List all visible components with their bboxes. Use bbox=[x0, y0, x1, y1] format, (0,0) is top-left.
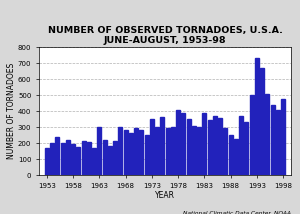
Bar bbox=[202, 113, 206, 175]
Bar bbox=[224, 128, 227, 175]
Bar bbox=[244, 122, 248, 175]
Bar bbox=[250, 95, 254, 175]
Bar bbox=[182, 113, 185, 175]
Bar bbox=[87, 142, 91, 175]
Bar bbox=[208, 120, 212, 175]
Bar bbox=[271, 105, 274, 175]
Bar bbox=[92, 148, 96, 175]
X-axis label: YEAR: YEAR bbox=[155, 190, 175, 199]
Bar bbox=[176, 110, 180, 175]
Bar bbox=[82, 141, 86, 175]
Bar bbox=[145, 135, 148, 175]
Bar bbox=[113, 141, 117, 175]
Bar bbox=[197, 126, 201, 175]
Bar bbox=[76, 147, 80, 175]
Title: NUMBER OF OBSERVED TORNADOES, U.S.A.
JUNE-AUGUST, 1953-98: NUMBER OF OBSERVED TORNADOES, U.S.A. JUN… bbox=[48, 25, 282, 45]
Bar bbox=[155, 126, 159, 175]
Bar bbox=[45, 148, 49, 175]
Text: National Climatic Data Center, NOAA: National Climatic Data Center, NOAA bbox=[183, 211, 291, 214]
Bar bbox=[281, 99, 285, 175]
Bar bbox=[229, 135, 232, 175]
Bar bbox=[50, 143, 54, 175]
Bar bbox=[134, 128, 138, 175]
Bar bbox=[166, 128, 170, 175]
Bar bbox=[234, 139, 238, 175]
Bar bbox=[255, 58, 259, 175]
Bar bbox=[71, 144, 75, 175]
Bar bbox=[61, 143, 64, 175]
Bar bbox=[140, 130, 143, 175]
Bar bbox=[160, 117, 164, 175]
Bar bbox=[56, 137, 59, 175]
Bar bbox=[66, 140, 70, 175]
Bar bbox=[192, 126, 196, 175]
Bar bbox=[150, 119, 154, 175]
Bar bbox=[171, 126, 175, 175]
Bar bbox=[266, 94, 269, 175]
Bar bbox=[129, 133, 133, 175]
Bar bbox=[108, 146, 112, 175]
Y-axis label: NUMBER OF TORNADOES: NUMBER OF TORNADOES bbox=[8, 63, 16, 159]
Bar bbox=[213, 116, 217, 175]
Bar bbox=[239, 116, 243, 175]
Bar bbox=[118, 127, 122, 175]
Bar bbox=[187, 119, 190, 175]
Bar bbox=[124, 130, 128, 175]
Bar bbox=[218, 118, 222, 175]
Bar bbox=[98, 127, 101, 175]
Bar bbox=[276, 110, 280, 175]
Bar bbox=[103, 140, 106, 175]
Bar bbox=[260, 68, 264, 175]
